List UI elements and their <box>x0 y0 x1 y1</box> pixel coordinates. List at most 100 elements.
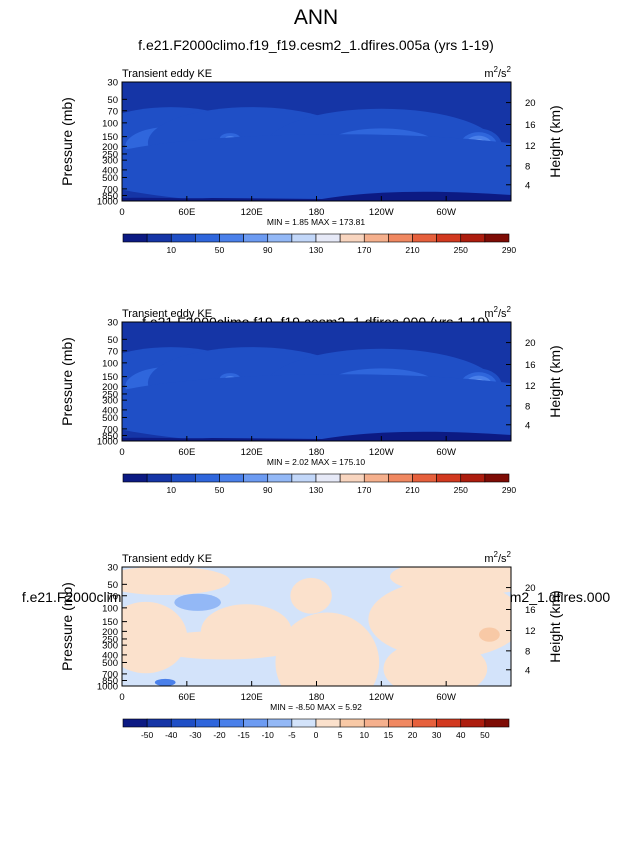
y-tick-label: 850 <box>102 676 118 687</box>
colorbar-label: 210 <box>405 245 419 255</box>
x-tick-label: 180 <box>309 207 325 218</box>
colorbar-label: -30 <box>189 730 202 740</box>
y-tick-label: 1000 <box>97 437 118 448</box>
contour-region <box>479 627 500 642</box>
right-axis-title: Height (km) <box>547 105 563 177</box>
chart-panel-3: f.e21.F2000climo.f19_f19.cesm2_1.dfires.… <box>22 550 611 740</box>
colorbar-box <box>170 473 196 483</box>
colorbar-box <box>388 473 413 483</box>
colorbar-label: -40 <box>165 730 178 740</box>
colorbar-box <box>170 233 196 243</box>
colorbar-label: 170 <box>357 485 371 495</box>
x-tick-label: 60W <box>436 692 456 703</box>
colorbar-box <box>388 233 413 243</box>
y-tick-label: 1000 <box>97 682 118 693</box>
units-base: m <box>484 553 493 565</box>
y-tick-label: 250 <box>102 634 118 645</box>
colorbar-box <box>363 718 389 728</box>
x-tick-label: 60E <box>178 692 195 703</box>
contour-region <box>275 612 380 686</box>
y-tick-label: 50 <box>107 335 118 346</box>
topography-shading <box>122 191 511 201</box>
y-tick-label: 400 <box>102 405 118 416</box>
colorbar-label: 10 <box>167 245 177 255</box>
colorbar-box <box>219 718 244 728</box>
x-tick-label: 0 <box>119 207 124 218</box>
y-tick-label: 850 <box>102 431 118 442</box>
x-tick-label: 120W <box>369 447 394 458</box>
y-tick-label: 200 <box>102 627 118 638</box>
min-max-stats: MIN = 1.85 MAX = 173.81 <box>267 217 366 227</box>
contour-region <box>368 580 511 659</box>
units-mid: /s <box>498 308 507 320</box>
colorbar-label: -10 <box>262 730 275 740</box>
colorbar-label: -20 <box>213 730 226 740</box>
colorbar-box <box>267 233 293 243</box>
x-tick-label: 0 <box>119 447 124 458</box>
colorbar-label: 50 <box>480 730 490 740</box>
variable-label: Transient eddy KE <box>122 308 212 320</box>
colorbar-box <box>219 233 244 243</box>
height-tick-label: 12 <box>525 381 536 392</box>
x-tick-label: 60E <box>178 447 195 458</box>
colorbar-label: 130 <box>309 485 323 495</box>
colorbar-box <box>484 473 510 483</box>
y-tick-label: 70 <box>107 106 118 117</box>
y-tick-label: 30 <box>107 78 118 89</box>
y-tick-label: 250 <box>102 149 118 160</box>
colorbar-box <box>243 718 269 728</box>
colorbar-box <box>146 233 172 243</box>
colorbar-box <box>436 718 462 728</box>
colorbar-label: -15 <box>237 730 250 740</box>
colorbar-box <box>267 473 293 483</box>
contour-region <box>122 374 511 441</box>
colorbar-label: 290 <box>502 245 516 255</box>
y-tick-label: 500 <box>102 413 118 424</box>
units-exp1: 2 <box>494 305 499 314</box>
colorbar-label: 90 <box>263 485 273 495</box>
colorbar-box <box>460 233 486 243</box>
colorbar-box <box>315 718 341 728</box>
y-tick-label: 500 <box>102 658 118 669</box>
colorbar-box <box>267 718 293 728</box>
y-tick-label: 700 <box>102 424 118 435</box>
x-tick-label: 120W <box>369 692 394 703</box>
contour-field <box>122 567 511 686</box>
colorbar-box <box>460 473 486 483</box>
colorbar-box <box>122 473 148 483</box>
contour-region <box>146 630 303 660</box>
y-tick-label: 70 <box>107 346 118 357</box>
colorbar-box <box>412 233 437 243</box>
colorbar-label: 170 <box>357 245 371 255</box>
height-tick-label: 20 <box>525 98 536 109</box>
colorbar-label: 50 <box>215 245 225 255</box>
contour-region <box>154 678 176 686</box>
colorbar-label: 290 <box>502 485 516 495</box>
colorbar-box <box>170 718 196 728</box>
x-tick-label: 120E <box>241 692 263 703</box>
height-tick-label: 20 <box>525 338 536 349</box>
colorbar-box <box>243 473 269 483</box>
y-axis-title: Pressure (mb) <box>59 582 75 671</box>
colorbar-label: 250 <box>454 485 468 495</box>
colorbar-label: 210 <box>405 485 419 495</box>
right-axis-title: Height (km) <box>547 345 563 417</box>
colorbar-box <box>339 233 365 243</box>
colorbar-label: 130 <box>309 245 323 255</box>
x-tick-label: 120E <box>241 447 263 458</box>
contour-region <box>390 567 511 595</box>
colorbar-label: -5 <box>288 730 296 740</box>
contour-region <box>122 567 231 596</box>
colorbar-box <box>122 233 148 243</box>
variable-label: Transient eddy KE <box>122 68 212 80</box>
colorbar-box <box>122 718 148 728</box>
colorbar-box <box>315 233 341 243</box>
x-tick-label: 60E <box>178 207 195 218</box>
colorbar-box <box>436 473 462 483</box>
y-tick-label: 50 <box>107 580 118 591</box>
y-tick-label: 30 <box>107 563 118 574</box>
min-max-stats: MIN = 2.02 MAX = 175.10 <box>267 457 366 467</box>
height-tick-label: 8 <box>525 161 530 172</box>
colorbar-label: 30 <box>432 730 442 740</box>
height-tick-label: 4 <box>525 665 530 676</box>
